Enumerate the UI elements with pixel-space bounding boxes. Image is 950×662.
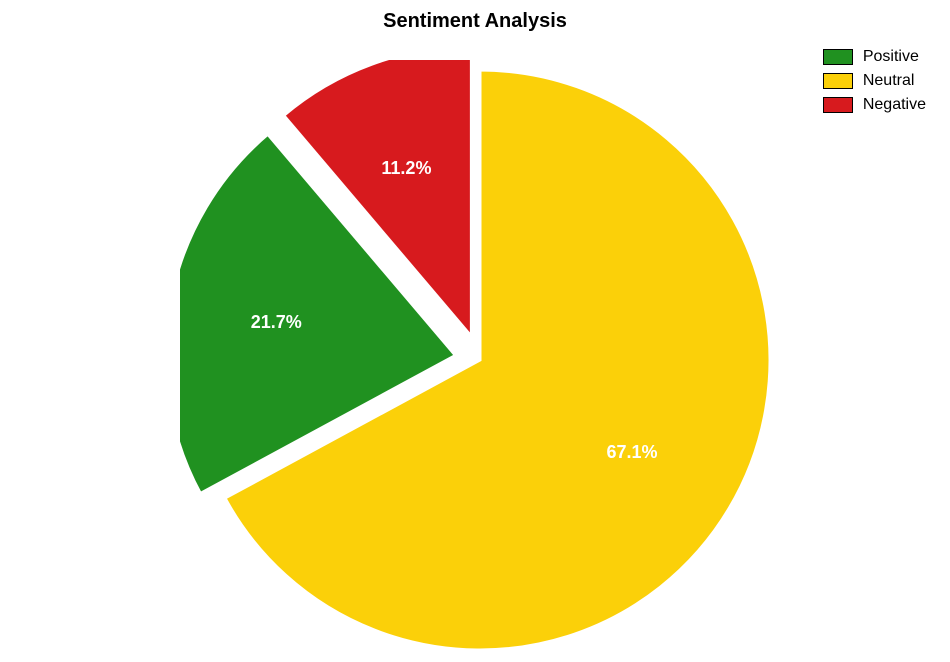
legend-swatch-negative — [823, 97, 853, 113]
legend-item-positive: Positive — [823, 48, 926, 66]
legend-item-negative: Negative — [823, 96, 926, 114]
legend-label-positive: Positive — [863, 48, 919, 66]
legend: Positive Neutral Negative — [823, 48, 926, 120]
slice-label-positive: 21.7% — [251, 312, 302, 333]
legend-label-negative: Negative — [863, 96, 926, 114]
legend-swatch-neutral — [823, 73, 853, 89]
slice-label-neutral: 67.1% — [606, 442, 657, 463]
pie-chart-svg — [180, 60, 780, 660]
legend-swatch-positive — [823, 49, 853, 65]
pie-chart-container: Sentiment Analysis 67.1% 21.7% 11.2% Posit… — [0, 0, 950, 662]
slice-label-negative: 11.2% — [381, 158, 431, 179]
legend-item-neutral: Neutral — [823, 72, 926, 90]
legend-label-neutral: Neutral — [863, 72, 915, 90]
chart-title: Sentiment Analysis — [0, 10, 950, 33]
